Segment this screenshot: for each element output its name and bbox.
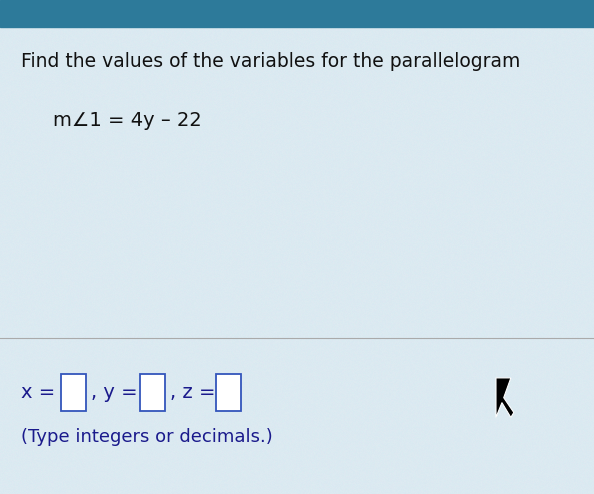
Text: m∠1 = 4y – 22: m∠1 = 4y – 22 bbox=[53, 111, 202, 130]
Text: Find the values of the variables for the parallelogram: Find the values of the variables for the… bbox=[21, 52, 520, 71]
Bar bbox=[216, 374, 241, 411]
Bar bbox=[140, 374, 165, 411]
Text: , z =: , z = bbox=[170, 383, 222, 402]
Bar bbox=[0, 0, 594, 27]
Text: (Type integers or decimals.): (Type integers or decimals.) bbox=[21, 428, 273, 446]
Polygon shape bbox=[496, 378, 514, 417]
Text: , y =: , y = bbox=[91, 383, 144, 402]
Bar bbox=[61, 374, 86, 411]
Text: x =: x = bbox=[21, 383, 61, 402]
